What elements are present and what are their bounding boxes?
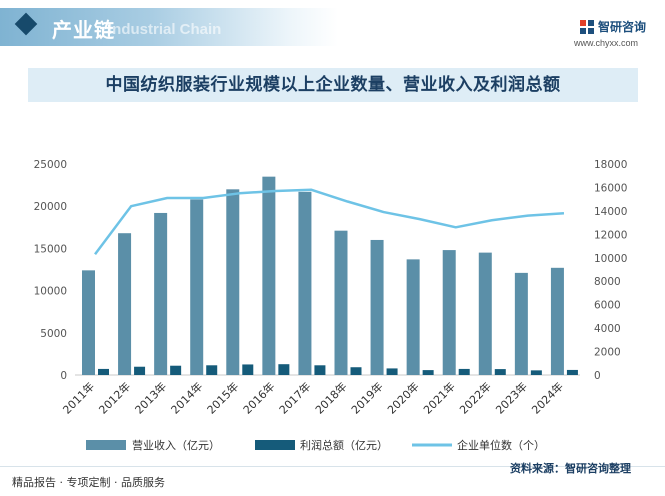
left-axis-tick-label: 0 [60, 370, 67, 382]
revenue-bar [154, 212, 168, 375]
right-axis-tick-label: 8000 [594, 276, 621, 288]
right-axis-tick-label: 4000 [594, 323, 621, 335]
chart-title: 中国纺织服装行业规模以上企业数量、营业收入及利润总额 [105, 75, 561, 95]
legend-label-revenue: 营业收入（亿元） [132, 438, 220, 452]
x-axis-tick-label: 2018年 [312, 379, 349, 416]
legend-label-enterprises: 企业单位数（个） [457, 438, 545, 452]
enterprises-line [94, 188, 565, 256]
revenue-bar [118, 233, 132, 375]
x-axis-tick-label: 2015年 [204, 379, 241, 416]
revenue-bar [370, 239, 384, 375]
revenue-bar [478, 252, 492, 375]
section-header: 产业链 Industrial Chain 智研咨询 www.chyxx.com [0, 0, 665, 58]
legend-swatch-profit [255, 440, 295, 450]
footer-tagline: 精品报告 · 专项定制 · 品质服务 [12, 476, 165, 489]
header-banner [0, 8, 338, 46]
revenue-bar [226, 189, 240, 375]
x-axis-tick-label: 2017年 [276, 379, 313, 416]
profit-bar [98, 368, 109, 375]
profit-bar [566, 369, 578, 375]
brand-name: 智研咨询 [598, 20, 647, 34]
profit-bar [386, 368, 398, 375]
x-axis-tick-label: 2011年 [60, 379, 97, 416]
footer-divider [0, 466, 665, 467]
right-axis-tick-label: 10000 [594, 253, 627, 265]
revenue-bar [82, 270, 95, 375]
x-axis-tick-label: 2023年 [493, 379, 530, 416]
legend-label-profit: 利润总额（亿元） [300, 438, 388, 452]
revenue-bar [406, 259, 420, 375]
right-axis-tick-label: 18000 [594, 159, 627, 171]
revenue-bar [442, 250, 456, 375]
legend-swatch-revenue [86, 440, 126, 450]
brand-logo: 智研咨询 www.chyxx.com [574, 18, 660, 52]
left-axis-tick-label: 15000 [34, 243, 67, 255]
profit-bar [206, 365, 218, 375]
left-axis-tick-label: 10000 [34, 286, 67, 298]
right-axis-tick-label: 0 [594, 370, 601, 382]
profit-bar [278, 364, 290, 375]
x-axis-tick-label: 2016年 [240, 379, 277, 416]
revenue-bar [514, 272, 528, 375]
profit-bar [350, 367, 362, 375]
brand-url: www.chyxx.com [574, 38, 639, 48]
profit-bar [494, 369, 506, 375]
x-axis-tick-label: 2013年 [132, 379, 169, 416]
right-axis-tick-label: 6000 [594, 300, 621, 312]
profit-bar [170, 365, 182, 375]
right-axis-tick-label: 16000 [594, 182, 627, 194]
left-axis-tick-label: 20000 [34, 201, 67, 213]
revenue-bar [190, 199, 204, 375]
x-axis-tick-label: 2022年 [456, 379, 493, 416]
x-axis-tick-label: 2021年 [420, 379, 457, 416]
chart-title-box: 中国纺织服装行业规模以上企业数量、营业收入及利润总额 [28, 68, 638, 102]
profit-bar [134, 366, 146, 375]
revenue-bar [298, 191, 312, 375]
x-axis-tick-label: 2020年 [384, 379, 421, 416]
profit-bar [458, 368, 470, 375]
profit-bar [242, 364, 254, 375]
x-axis-tick-label: 2014年 [168, 379, 205, 416]
right-axis-tick-label: 12000 [594, 229, 627, 241]
x-axis-tick-label: 2012年 [96, 379, 133, 416]
source-note: 资料来源：智研咨询整理 [510, 462, 631, 475]
profit-bar [530, 370, 542, 375]
right-axis-tick-label: 2000 [594, 347, 621, 359]
left-axis-tick-label: 5000 [40, 328, 67, 340]
section-subtitle: Industrial Chain [108, 21, 222, 38]
x-axis-tick-label: 2024年 [529, 379, 566, 416]
revenue-bar [334, 230, 348, 375]
profit-bar [422, 370, 434, 375]
revenue-bar [550, 267, 564, 375]
x-axis-tick-label: 2019年 [348, 379, 385, 416]
revenue-bar [262, 176, 276, 375]
right-axis-tick-label: 14000 [594, 206, 627, 218]
brand-logo-icon [580, 20, 594, 34]
section-title: 产业链 [52, 18, 115, 42]
profit-bar [314, 365, 326, 375]
left-axis-tick-label: 25000 [34, 159, 67, 171]
